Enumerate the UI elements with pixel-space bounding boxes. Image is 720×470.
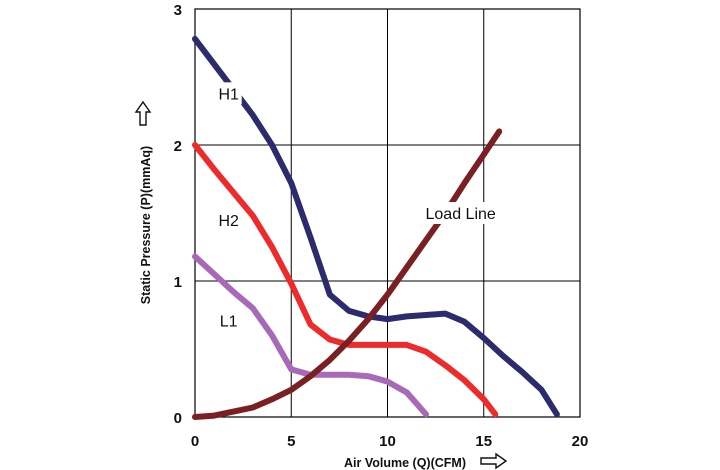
x-tick-label: 10 xyxy=(379,433,396,450)
series-label: H2 xyxy=(218,213,239,230)
y-tick-label: 3 xyxy=(174,2,182,19)
series-line-h1 xyxy=(192,35,560,418)
series-label-backdrop xyxy=(215,309,242,332)
series-label-backdrop xyxy=(412,202,509,224)
x-tick-label: 0 xyxy=(191,433,199,450)
y-tick-label: 2 xyxy=(174,138,182,155)
y-tick-label: 0 xyxy=(174,410,182,427)
series-label: L1 xyxy=(220,313,238,330)
series-lines xyxy=(192,35,560,420)
x-tick-label: 15 xyxy=(475,433,492,450)
tick-labels: 0 5 10 15 20 0 1 2 3 xyxy=(174,2,589,450)
series-label: Load Line xyxy=(426,206,496,223)
series-label: H1 xyxy=(218,86,239,103)
series-line-l1 xyxy=(192,253,429,418)
grid xyxy=(194,8,581,418)
x-tick-label: 5 xyxy=(287,433,295,450)
plot-frame xyxy=(194,8,581,418)
series-labels: H1 H2 L1 Load Line xyxy=(215,82,509,332)
y-axis-label: Static Pressure (P)(mmAq) xyxy=(139,146,153,304)
x-axis-label: Air Volume (Q)(CFM) xyxy=(344,456,466,470)
series-label-backdrop xyxy=(215,208,242,231)
y-axis-arrow-icon xyxy=(134,100,152,126)
series-label-backdrop xyxy=(215,82,242,105)
y-tick-label: 1 xyxy=(174,274,182,291)
x-tick-label: 20 xyxy=(572,433,589,450)
x-axis-arrow-icon xyxy=(480,452,508,470)
